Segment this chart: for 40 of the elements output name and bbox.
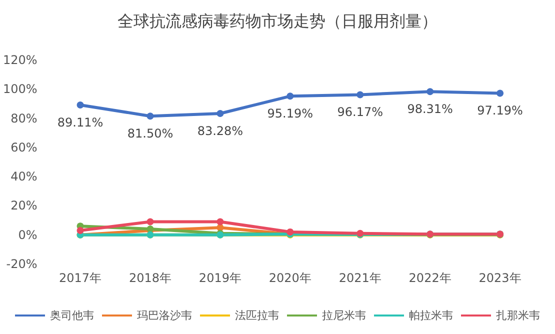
x-tick-label: 2022年 — [408, 271, 452, 285]
x-tick-label: 2023年 — [478, 271, 522, 285]
data-label: 96.17% — [337, 105, 383, 120]
y-tick-label: 0% — [18, 228, 38, 242]
point — [76, 102, 84, 109]
legend-label: 奥司他韦 — [50, 309, 94, 322]
x-tick-label: 2017年 — [59, 271, 102, 285]
x-tick-label: 2020年 — [268, 271, 312, 285]
point — [356, 91, 364, 98]
x-tick-label: 2021年 — [338, 271, 382, 285]
data-label: 97.19% — [477, 104, 523, 118]
legend-label: 玛巴洛沙韦 — [137, 309, 192, 322]
y-tick-label: 80% — [10, 111, 38, 126]
y-tick-label: 100% — [2, 82, 38, 96]
y-tick-label: 20% — [10, 198, 38, 213]
data-label: 98.31% — [407, 102, 453, 116]
legend-label: 帕拉米韦 — [409, 309, 453, 322]
y-tick-label: 120% — [2, 53, 38, 67]
legend-label: 扎那米韦 — [496, 309, 540, 322]
data-label: 89.11% — [57, 116, 104, 130]
point — [286, 92, 294, 100]
data-label: 81.50% — [127, 126, 174, 141]
data-label: 83.28% — [197, 124, 244, 138]
x-tick-label: 2019年 — [198, 271, 242, 285]
y-tick-label: 60% — [10, 140, 38, 154]
x-tick-label: 2018年 — [128, 271, 172, 285]
point — [426, 88, 434, 96]
point — [216, 110, 224, 118]
point — [76, 226, 84, 234]
legend-label: 拉尼米韦 — [322, 309, 366, 322]
legend-label: 法匹拉韦 — [235, 309, 279, 322]
chart-title: 全球抗流感病毒药物市场走势（日服用剂量） — [118, 12, 438, 30]
point — [146, 218, 154, 226]
point — [146, 112, 154, 120]
point — [496, 90, 504, 97]
point — [216, 218, 224, 226]
data-label: 95.19% — [267, 106, 314, 121]
y-tick-label: -20% — [6, 257, 38, 271]
y-tick-label: 40% — [10, 170, 38, 184]
point — [286, 228, 294, 236]
